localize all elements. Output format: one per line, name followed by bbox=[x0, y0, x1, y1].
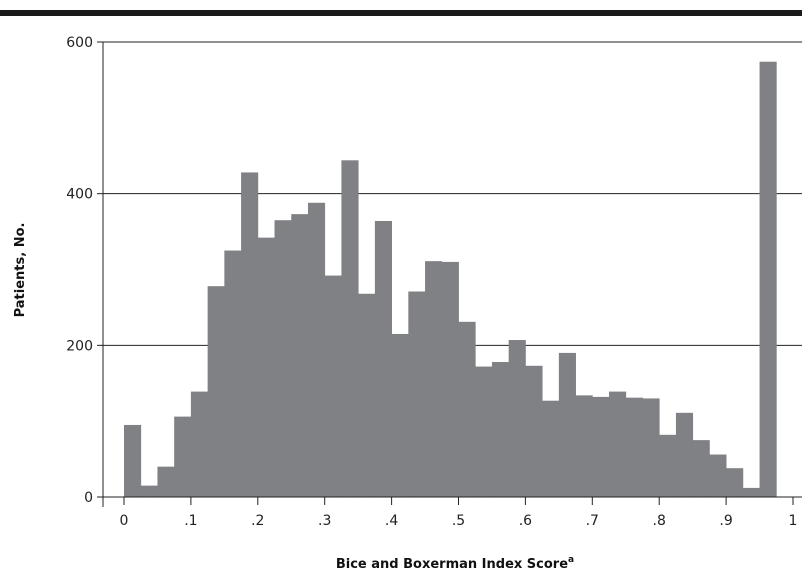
bar-21 bbox=[475, 366, 493, 497]
bar-23 bbox=[508, 340, 526, 497]
x-tick-label-0: 0 bbox=[120, 513, 129, 529]
y-tick-label-400: 400 bbox=[66, 187, 93, 203]
bar-25 bbox=[542, 400, 560, 497]
bar-16 bbox=[391, 333, 409, 497]
x-tick-label-4: .4 bbox=[385, 513, 398, 529]
bar-20 bbox=[458, 321, 476, 497]
bar-19 bbox=[441, 261, 459, 497]
bar-28 bbox=[592, 396, 610, 497]
bar-0 bbox=[124, 424, 142, 497]
bar-1 bbox=[140, 485, 158, 497]
bar-10 bbox=[291, 214, 309, 497]
x-tick-label-8: .8 bbox=[653, 513, 666, 529]
bar-7 bbox=[241, 172, 259, 497]
bar-6 bbox=[224, 250, 242, 497]
bar-34 bbox=[692, 440, 710, 497]
bar-38 bbox=[759, 61, 777, 497]
bar-24 bbox=[525, 365, 543, 497]
bar-26 bbox=[558, 352, 576, 497]
bar-9 bbox=[274, 220, 292, 498]
x-tick-label-5: .5 bbox=[452, 513, 465, 529]
bar-12 bbox=[324, 275, 342, 497]
bar-15 bbox=[374, 220, 392, 497]
bar-30 bbox=[625, 397, 643, 497]
bar-36 bbox=[726, 468, 744, 497]
bar-3 bbox=[174, 416, 192, 497]
bar-8 bbox=[257, 237, 275, 497]
x-axis-title: Bice and Boxerman Index Scorea bbox=[336, 555, 574, 572]
top-rule bbox=[0, 10, 802, 16]
bar-2 bbox=[157, 466, 175, 497]
x-tick-label-7: .7 bbox=[586, 513, 599, 529]
bar-31 bbox=[642, 398, 660, 497]
bar-18 bbox=[425, 261, 443, 497]
bar-35 bbox=[709, 454, 727, 497]
x-tick-label-2: .2 bbox=[251, 513, 264, 529]
axes bbox=[102, 42, 802, 507]
bar-14 bbox=[358, 293, 376, 497]
bar-33 bbox=[675, 412, 694, 497]
y-tick-label-0: 0 bbox=[84, 490, 93, 506]
y-tick-labels: 0 200 400 600 bbox=[66, 35, 103, 506]
x-tick-labels: 0 .1 .2 .3 .4 .5 .6 .7 .8 .9 1 bbox=[120, 497, 798, 529]
bar-37 bbox=[742, 487, 760, 497]
y-tick-label-200: 200 bbox=[66, 338, 93, 354]
bar-13 bbox=[341, 160, 359, 498]
y-tick-label-600: 600 bbox=[66, 35, 93, 51]
bar-5 bbox=[207, 286, 225, 497]
x-tick-label-9: .9 bbox=[719, 513, 732, 529]
y-axis-title: Patients, No. bbox=[13, 223, 28, 318]
x-tick-label-1: .1 bbox=[184, 513, 197, 529]
bar-22 bbox=[491, 362, 510, 497]
bar-32 bbox=[659, 434, 677, 497]
x-tick-label-6: .6 bbox=[519, 513, 532, 529]
bar-17 bbox=[408, 291, 426, 497]
x-tick-label-3: .3 bbox=[318, 513, 331, 529]
bar-29 bbox=[609, 391, 627, 497]
bar-4 bbox=[190, 391, 209, 497]
x-tick-label-10: 1 bbox=[789, 513, 798, 529]
bar-27 bbox=[575, 395, 593, 497]
bars bbox=[124, 61, 777, 498]
bar-11 bbox=[307, 202, 326, 497]
